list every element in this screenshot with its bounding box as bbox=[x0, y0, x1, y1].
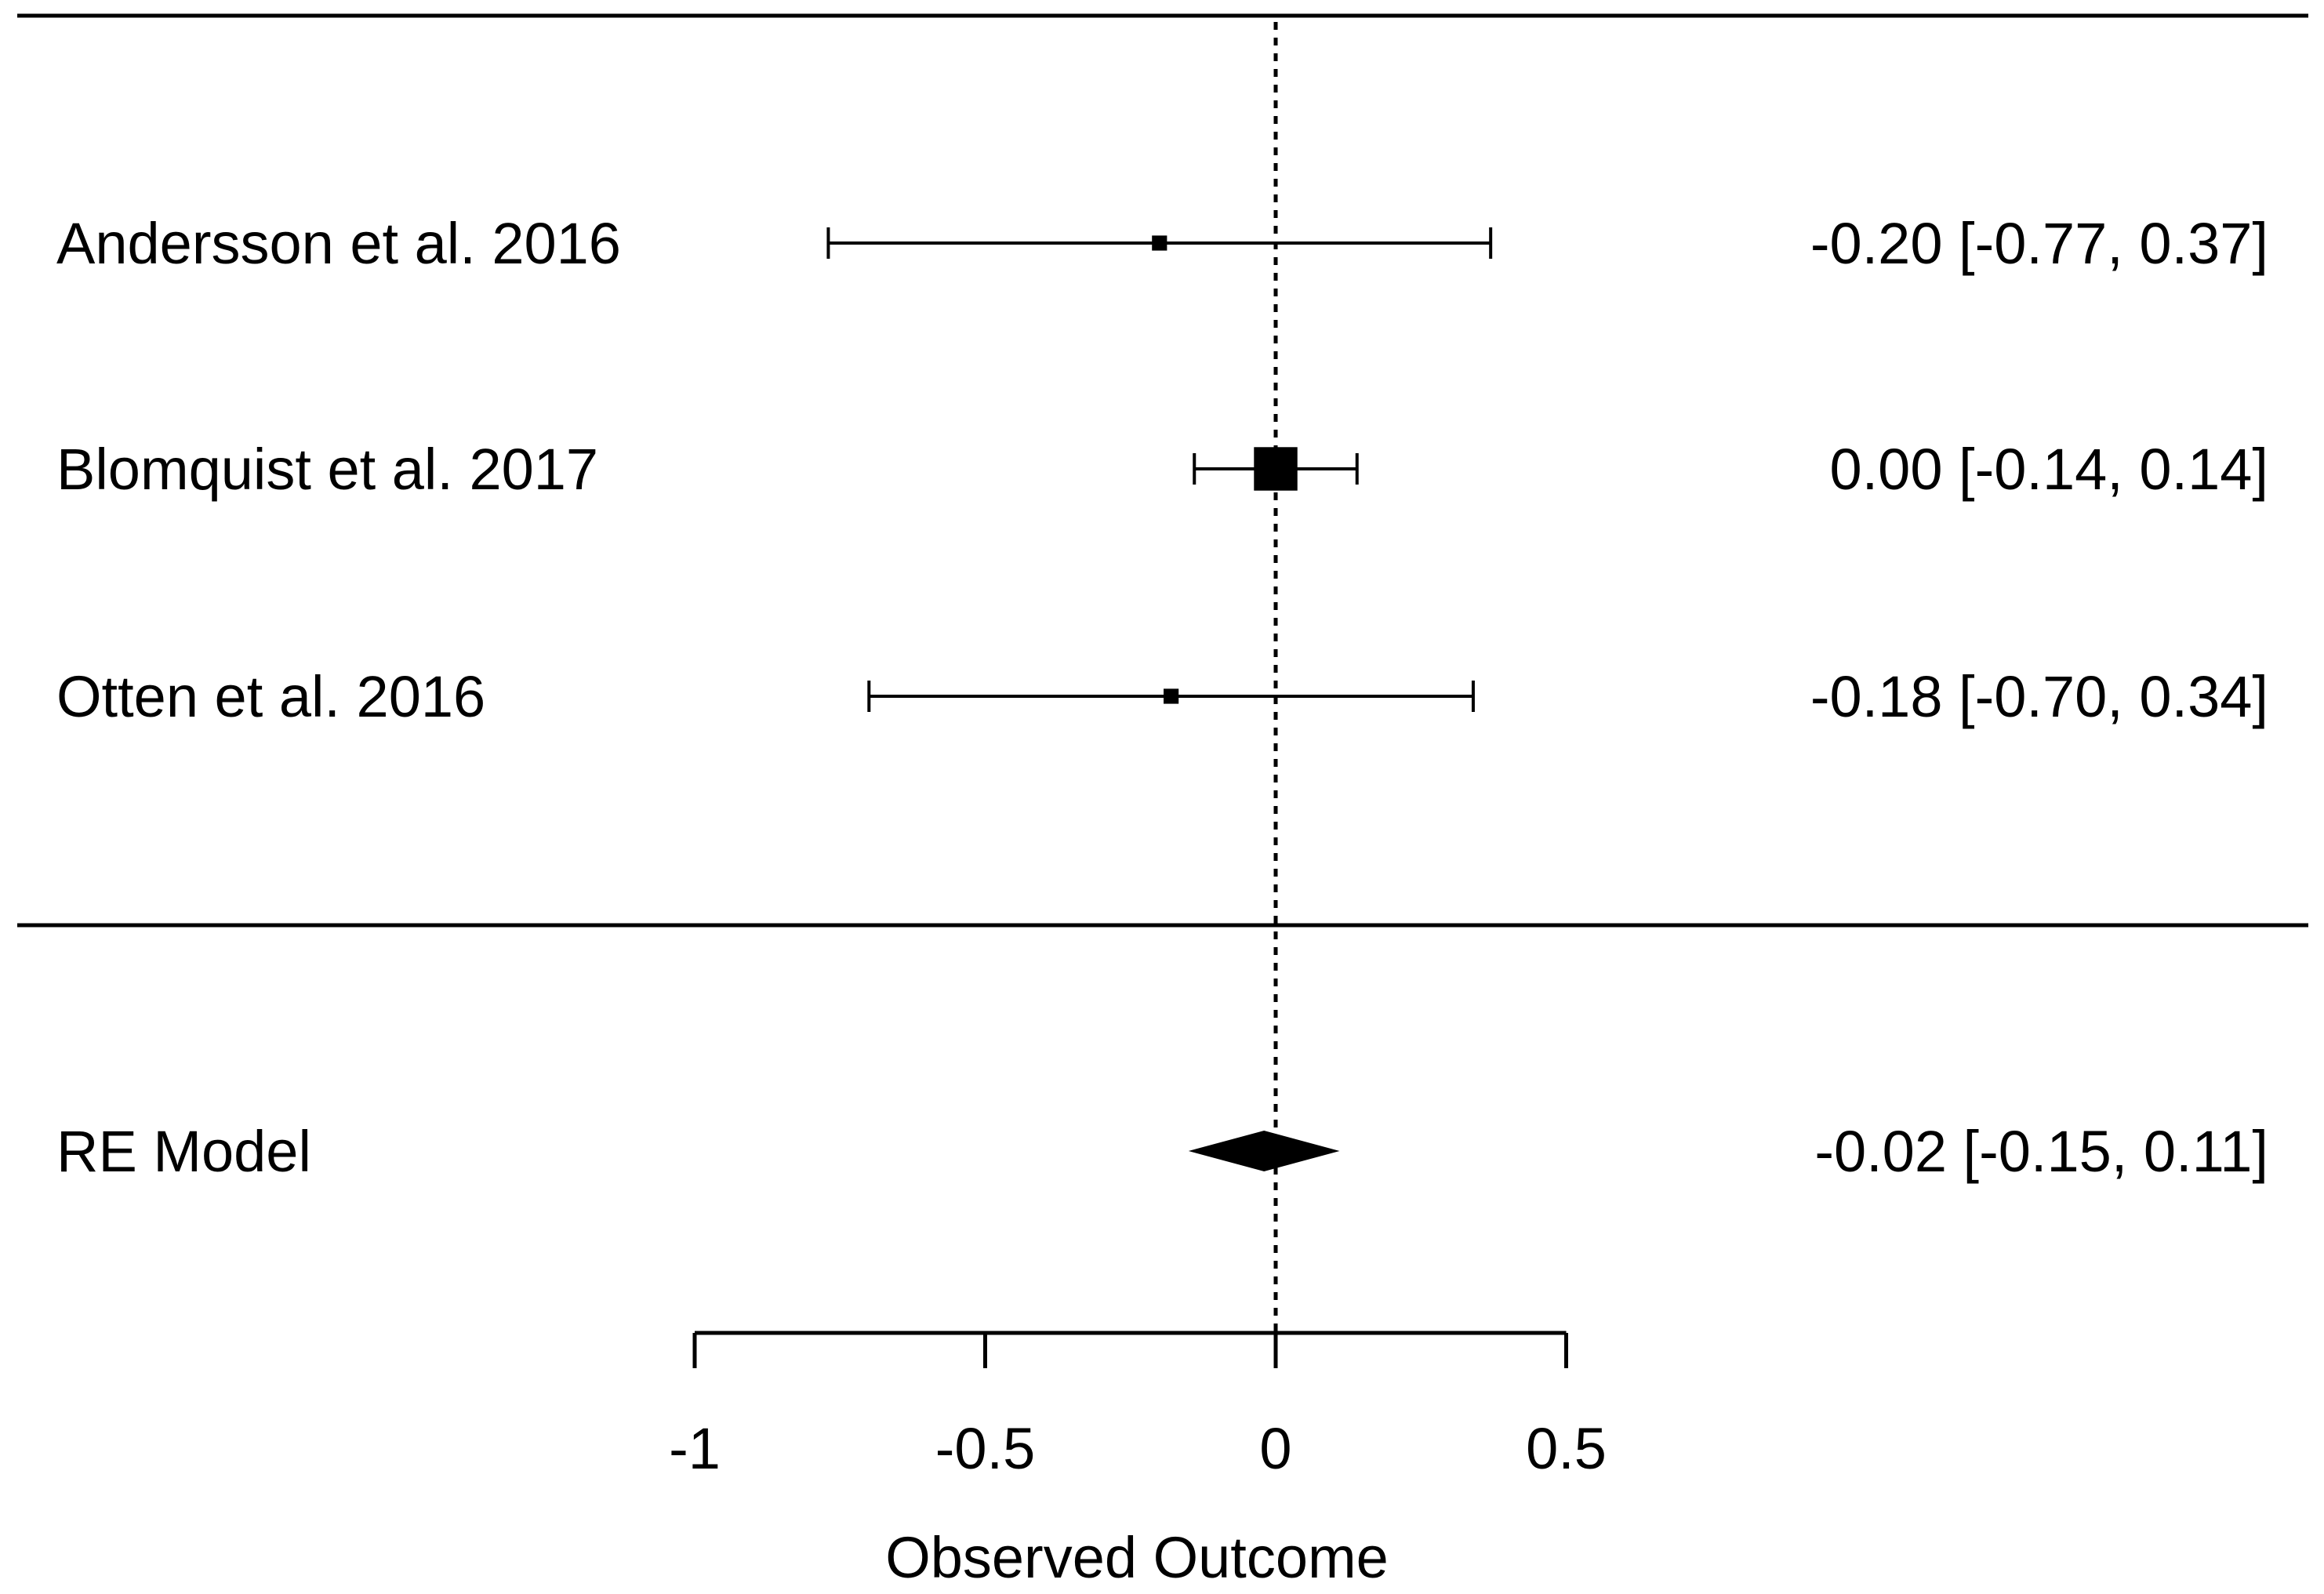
study-row: Blomquist et al. 2017 0.00 [-0.14, 0.14] bbox=[56, 437, 2268, 502]
x-axis: -1 -0.5 0 0.5 bbox=[669, 1331, 1607, 1481]
study-row: Andersson et al. 2016 -0.20 [-0.77, 0.37] bbox=[56, 211, 2268, 276]
point-estimate-square bbox=[1152, 235, 1167, 251]
point-estimate-square bbox=[1164, 688, 1179, 704]
summary-estimate-text: -0.02 [-0.15, 0.11] bbox=[1814, 1119, 2268, 1184]
x-axis-title: Observed Outcome bbox=[885, 1525, 1389, 1590]
study-row: Otten et al. 2016 -0.18 [-0.70, 0.34] bbox=[56, 664, 2268, 729]
study-estimate-text: -0.18 [-0.70, 0.34] bbox=[1810, 664, 2268, 729]
summary-diamond bbox=[1188, 1131, 1340, 1171]
x-tick-label: 0 bbox=[1259, 1416, 1291, 1481]
x-tick-label: 0.5 bbox=[1526, 1416, 1607, 1481]
study-estimate-text: 0.00 [-0.14, 0.14] bbox=[1829, 437, 2268, 502]
summary-label: RE Model bbox=[56, 1119, 311, 1184]
summary-row: RE Model -0.02 [-0.15, 0.11] bbox=[56, 1119, 2268, 1184]
point-estimate-square bbox=[1254, 447, 1298, 491]
x-tick-label: -1 bbox=[669, 1416, 721, 1481]
x-tick-label: -0.5 bbox=[935, 1416, 1036, 1481]
study-label: Blomquist et al. 2017 bbox=[56, 437, 598, 502]
study-estimate-text: -0.20 [-0.77, 0.37] bbox=[1810, 211, 2268, 276]
study-rows: Andersson et al. 2016 -0.20 [-0.77, 0.37]… bbox=[56, 211, 2268, 729]
study-label: Andersson et al. 2016 bbox=[56, 211, 621, 276]
study-label: Otten et al. 2016 bbox=[56, 664, 485, 729]
